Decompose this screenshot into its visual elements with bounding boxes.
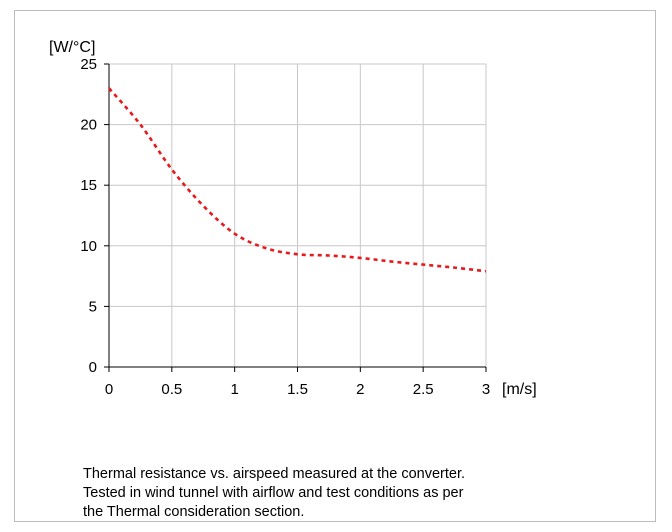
grid bbox=[109, 63, 487, 367]
x-tick-label: 0.5 bbox=[161, 381, 182, 398]
axes bbox=[104, 63, 487, 372]
y-tick-label: 25 bbox=[80, 56, 97, 73]
x-tick-label: 3 bbox=[482, 381, 490, 398]
x-tick-label: 2.5 bbox=[413, 381, 434, 398]
thermal-resistance-chart: 0 0.5 1 1.5 2 2.5 3 0 5 10 15 20 25 [W/°C] [m/s] bbox=[49, 39, 537, 398]
x-axis-label: [m/s] bbox=[502, 381, 537, 398]
y-axis-label: [W/°C] bbox=[49, 39, 95, 56]
series-line bbox=[108, 87, 487, 273]
y-tick-label: 10 bbox=[80, 238, 97, 255]
y-tick-label: 20 bbox=[80, 117, 97, 134]
chart-frame: 0 0.5 1 1.5 2 2.5 3 0 5 10 15 20 25 [W/°C] [m/s] Th… bbox=[14, 10, 656, 522]
y-tick-label: 15 bbox=[80, 177, 97, 194]
caption-line: the Thermal consideration section. bbox=[83, 504, 305, 520]
y-tick-label: 5 bbox=[89, 298, 97, 315]
caption: Thermal resistance vs. airspeed measured… bbox=[83, 465, 603, 522]
caption-line: Tested in wind tunnel with airflow and t… bbox=[83, 485, 464, 501]
x-tick-labels: 0 0.5 1 1.5 2 2.5 3 bbox=[105, 381, 490, 398]
series-group bbox=[108, 87, 487, 273]
caption-line: Thermal resistance vs. airspeed measured… bbox=[83, 466, 466, 482]
x-tick-label: 0 bbox=[105, 381, 113, 398]
x-tick-label: 1.5 bbox=[287, 381, 308, 398]
y-tick-label: 0 bbox=[89, 359, 97, 376]
x-tick-label: 1 bbox=[230, 381, 238, 398]
y-tick-labels: 0 5 10 15 20 25 bbox=[80, 56, 97, 376]
x-tick-label: 2 bbox=[356, 381, 364, 398]
